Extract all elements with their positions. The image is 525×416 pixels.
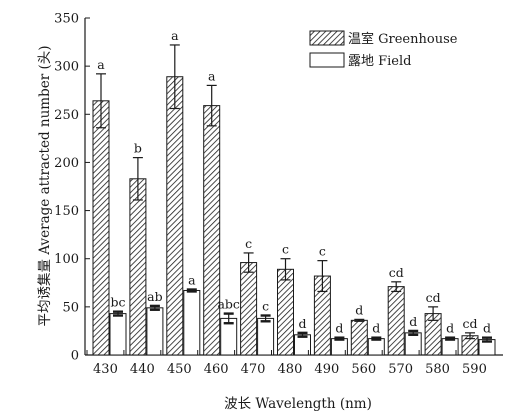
bar-greenhouse-440 — [129, 178, 147, 356]
sig-label-greenhouse-590: cd — [462, 316, 477, 331]
legend-label-greenhouse: 温室 Greenhouse — [348, 31, 458, 47]
sig-label-field-450: a — [188, 273, 196, 288]
x-axis-title: 波长 Wavelength (nm) — [224, 396, 372, 412]
plot-area: 050100150200250300350430abc440bab450aa46… — [54, 12, 503, 377]
x-tick-label: 450 — [167, 362, 192, 377]
sig-label-greenhouse-560: d — [355, 302, 363, 317]
y-tick-label: 350 — [54, 12, 79, 27]
bar-greenhouse-470 — [240, 262, 258, 356]
bar-greenhouse-450 — [166, 76, 184, 356]
sig-label-field-580: d — [446, 321, 454, 336]
bar-greenhouse-460 — [203, 105, 221, 356]
x-tick-label: 440 — [130, 362, 155, 377]
sig-label-greenhouse-480: c — [282, 242, 289, 257]
sig-label-field-490: d — [335, 321, 343, 336]
x-tick-label: 590 — [462, 362, 487, 377]
bar-greenhouse-570 — [387, 286, 405, 356]
sig-label-greenhouse-450: a — [171, 28, 179, 43]
sig-label-greenhouse-570: cd — [389, 265, 404, 280]
sig-label-greenhouse-460: a — [208, 68, 216, 83]
x-tick-label: 430 — [93, 362, 118, 377]
y-tick-label: 200 — [54, 156, 79, 171]
y-tick-label: 250 — [54, 108, 79, 123]
sig-label-field-590: d — [483, 321, 491, 336]
bar-field-440 — [146, 307, 164, 356]
sig-label-field-440: ab — [147, 289, 162, 304]
x-tick-label: 580 — [425, 362, 450, 377]
x-tick-label: 560 — [351, 362, 376, 377]
y-axis-title: 平均诱集量 Average attracted number (头) — [37, 46, 53, 327]
bar-greenhouse-480 — [277, 268, 294, 356]
y-tick-label: 0 — [71, 349, 79, 364]
legend-label-field: 露地 Field — [348, 54, 411, 69]
x-tick-label: 480 — [278, 362, 303, 377]
x-tick-label: 490 — [314, 362, 339, 377]
legend-swatch-field — [309, 52, 345, 68]
y-tick-label: 300 — [54, 60, 79, 75]
legend: 温室 Greenhouse 露地 Field — [309, 30, 458, 69]
sig-label-field-480: d — [298, 316, 306, 331]
y-tick-label: 50 — [62, 300, 79, 315]
bar-greenhouse-430 — [92, 100, 110, 356]
bar-field-470 — [257, 317, 275, 356]
x-tick-label: 460 — [204, 362, 229, 377]
sig-label-field-430: bc — [110, 295, 125, 310]
x-tick-label: 470 — [241, 362, 266, 377]
y-tick-label: 100 — [54, 252, 79, 267]
sig-label-greenhouse-490: c — [319, 244, 326, 259]
bar-greenhouse-560 — [350, 319, 368, 356]
bar-field-430 — [109, 313, 127, 356]
sig-label-field-460: abc — [217, 297, 239, 312]
sig-label-greenhouse-430: a — [97, 57, 105, 72]
sig-label-greenhouse-580: cd — [426, 290, 441, 305]
sig-label-field-570: d — [409, 314, 417, 329]
bar-field-450 — [183, 289, 201, 356]
sig-label-greenhouse-470: c — [245, 236, 252, 251]
sig-label-field-470: c — [262, 299, 269, 314]
x-tick-label: 570 — [388, 362, 413, 377]
legend-swatch-greenhouse — [309, 30, 345, 46]
sig-label-greenhouse-440: b — [134, 141, 142, 156]
sig-label-field-560: d — [372, 321, 380, 336]
y-tick-label: 150 — [54, 204, 79, 219]
